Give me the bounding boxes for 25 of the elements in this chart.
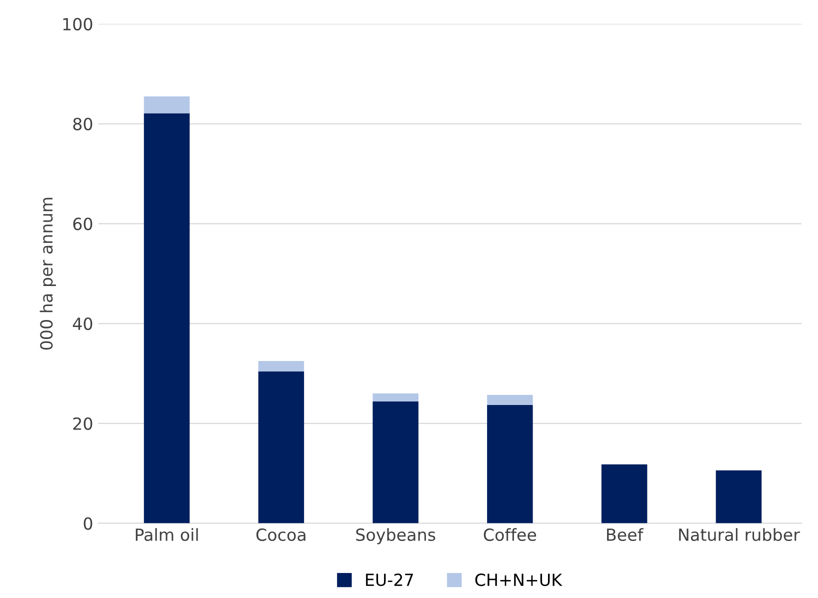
bar	[487, 394, 533, 405]
x-tick-label: Palm oil	[136, 528, 198, 542]
y-tick-label: 80	[73, 118, 92, 130]
bar	[716, 470, 762, 524]
y-axis-title: 000 ha per annum	[40, 198, 56, 350]
bar	[372, 401, 418, 524]
y-tick-label: 40	[72, 317, 92, 330]
bar	[372, 393, 418, 402]
bar	[258, 371, 304, 524]
y-tick-label: 0	[84, 517, 92, 530]
y-tick-label: 60	[73, 218, 92, 230]
x-tick-label: Coffee	[484, 528, 536, 542]
legend-label: CH+N+UK	[475, 573, 562, 586]
legend-label: EU-27	[366, 573, 413, 586]
x-tick-label: Beef	[607, 528, 644, 542]
y-tick-label: 100	[63, 18, 92, 30]
x-tick-label: Soybeans	[356, 528, 436, 544]
bar	[144, 113, 190, 524]
x-tick-label: Cocoa	[256, 528, 306, 542]
bar	[144, 96, 190, 114]
bar	[601, 464, 648, 524]
x-tick-label: Natural rubber	[679, 528, 800, 542]
bar	[487, 404, 533, 524]
bar	[258, 360, 304, 372]
y-tick-label: 20	[73, 417, 92, 430]
